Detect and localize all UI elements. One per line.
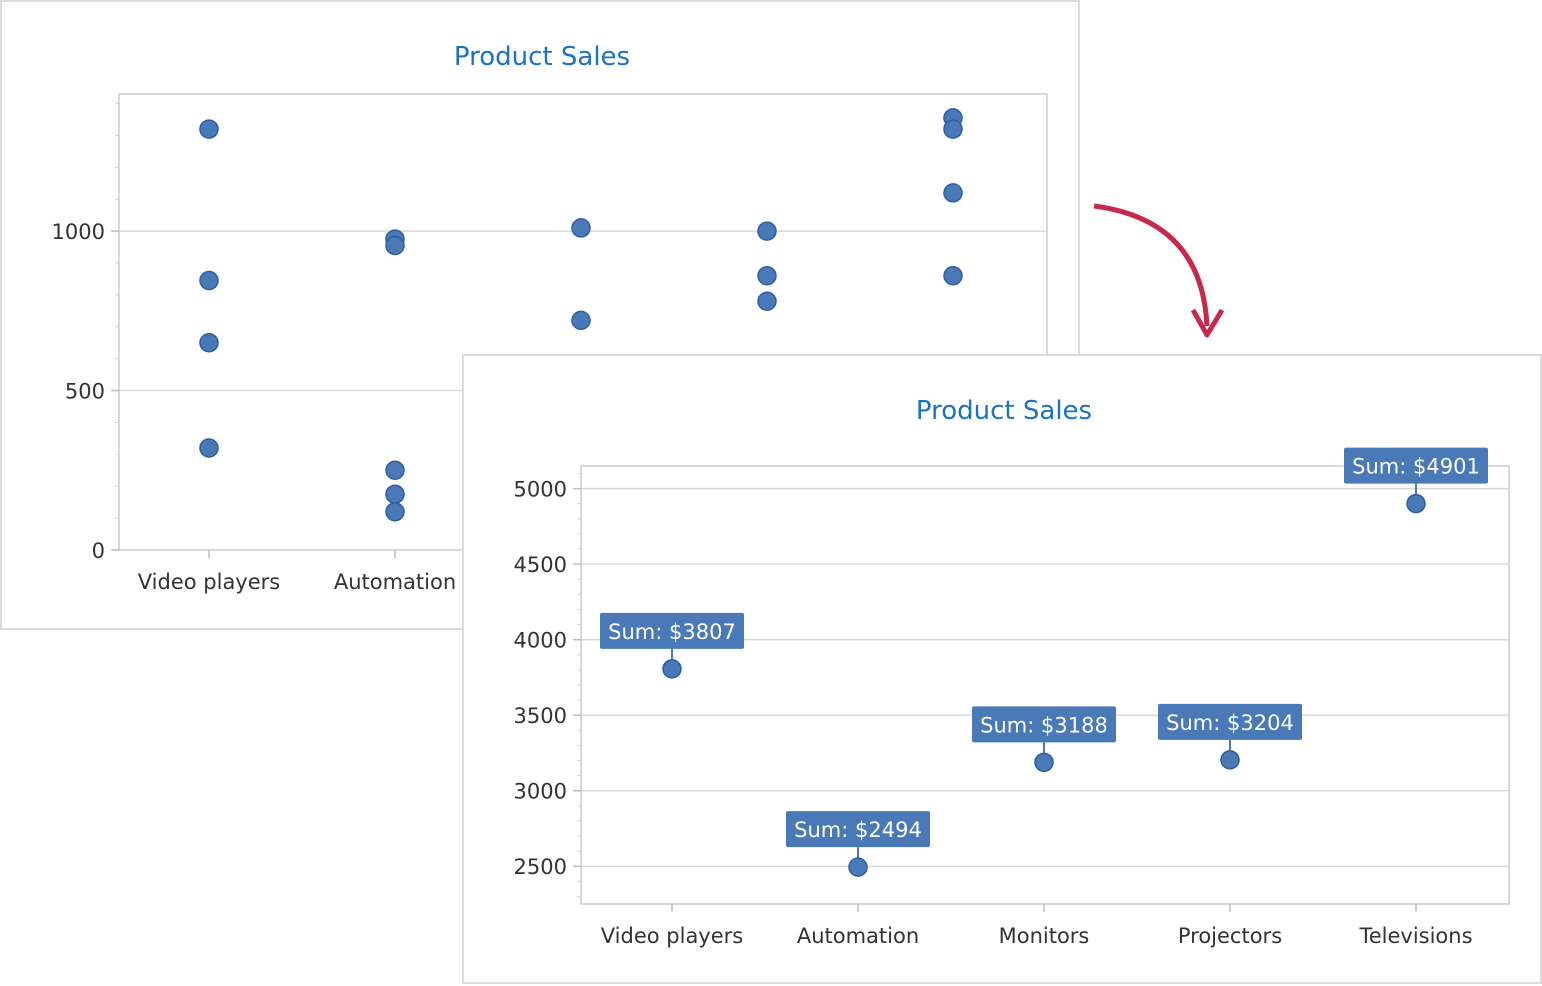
data-point — [1220, 750, 1240, 770]
chart-title: Product Sales — [916, 396, 1092, 426]
data-point — [571, 310, 591, 331]
data-point — [385, 484, 405, 504]
y-tick-label: 500 — [65, 380, 105, 404]
annotation-box — [600, 612, 744, 649]
annotation-label: Sum: $4901 — [1352, 455, 1480, 479]
x-tick-label: Automation — [797, 924, 919, 948]
x-tick-label: Monitors — [999, 924, 1090, 948]
data-point — [943, 183, 963, 203]
data-point — [662, 659, 682, 679]
y-tick-label: 0 — [92, 539, 105, 563]
data-point — [199, 438, 219, 458]
data-point — [385, 235, 405, 256]
y-tick-label: 4000 — [514, 629, 567, 653]
y-tick-label: 2500 — [514, 855, 567, 879]
data-point — [943, 266, 963, 286]
annotation-box — [786, 811, 930, 848]
y-tick-label: 3000 — [514, 780, 567, 804]
data-point — [385, 501, 405, 522]
annotation-label: Sum: $3807 — [608, 620, 736, 644]
x-tick-label: Video players — [601, 924, 743, 948]
y-tick-label: 3500 — [514, 704, 567, 728]
transition-arrow-icon — [1093, 203, 1225, 338]
data-point — [571, 218, 591, 238]
x-tick-label: Automation — [334, 570, 456, 594]
data-point — [757, 266, 777, 286]
x-tick-label: Projectors — [1178, 924, 1282, 948]
data-point — [1406, 493, 1426, 514]
data-point — [757, 291, 777, 312]
data-point — [943, 119, 963, 139]
annotation-label: Sum: $3188 — [980, 713, 1108, 737]
annotated-point: Sum: $2494 — [786, 811, 930, 877]
chart-before: Product Sales 0 500 1000 Video players Auto… — [52, 42, 1048, 594]
data-point — [1034, 752, 1054, 773]
data-point — [199, 332, 219, 353]
y-tick-label: 5000 — [514, 478, 567, 502]
y-tick-label: 4500 — [514, 553, 567, 577]
chart-after: Product Sales 2500 3000 3500 4000 4500 5000 V… — [514, 396, 1510, 948]
annotation-box — [972, 706, 1116, 743]
data-point — [199, 119, 219, 139]
plot-area — [580, 465, 1510, 905]
annotation-label: Sum: $2494 — [794, 818, 922, 842]
annotated-point: Sum: $3807 — [600, 612, 744, 679]
data-point — [848, 857, 868, 877]
chart-title: Product Sales — [454, 42, 630, 72]
chart-panel-after: Product Sales 2500 3000 3500 4000 4500 5000 V… — [462, 354, 1542, 984]
x-tick-label: Televisions — [1358, 924, 1472, 948]
y-tick-label: 1000 — [52, 220, 105, 244]
annotation-box — [1158, 703, 1302, 740]
data-point — [757, 221, 777, 241]
data-point — [199, 270, 219, 291]
annotated-point: Sum: $4901 — [1344, 447, 1488, 514]
annotation-label: Sum: $3204 — [1166, 711, 1294, 735]
annotated-point: Sum: $3188 — [972, 706, 1116, 773]
x-tick-label: Video players — [138, 570, 280, 594]
data-point — [385, 460, 405, 481]
annotated-point: Sum: $3204 — [1158, 703, 1302, 770]
annotation-box — [1344, 447, 1488, 484]
